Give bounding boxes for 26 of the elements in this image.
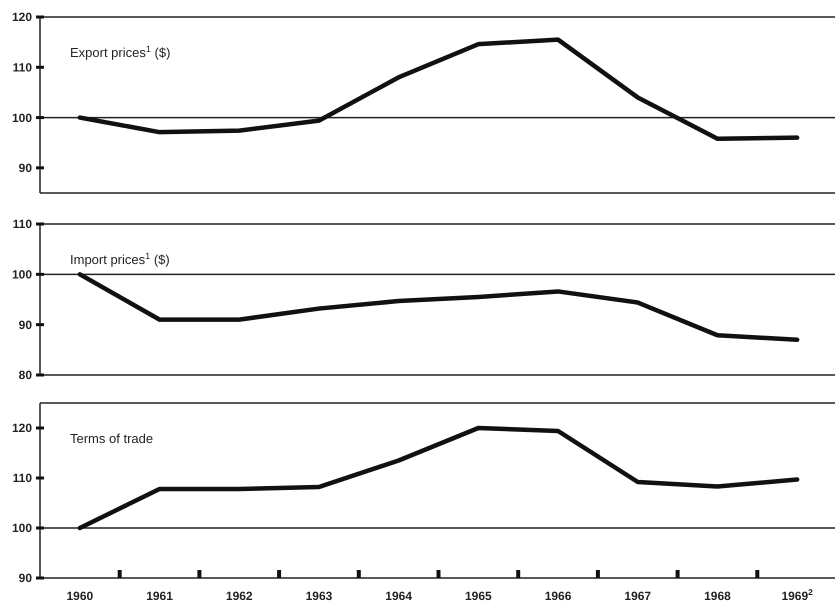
text: Import prices$^{1}$ ($): [70, 251, 170, 267]
x-tick-label: 1966: [544, 589, 572, 603]
x-tick-label: 1964: [385, 589, 412, 603]
x-tick-label: 1967: [624, 589, 652, 603]
text: Export prices$^{1}$ ($): [70, 44, 170, 60]
y-tick-label: 100: [12, 268, 32, 282]
y-tick-label: 100: [12, 521, 32, 536]
line-series: [78, 272, 800, 342]
y-tick-label: 110: [12, 471, 32, 486]
y-tick-label: 110: [12, 217, 32, 232]
y-tick-label: 90: [18, 318, 32, 332]
y-tick-label: 90: [18, 571, 32, 586]
x-tick-label: 1965: [465, 589, 492, 603]
y-tick-label: 120: [12, 421, 32, 436]
x-tick-label: 1968: [704, 589, 732, 603]
y-tick-label: 110: [12, 60, 32, 74]
y-tick-label: 80: [18, 368, 32, 382]
x-tick-label: 1969$^{2}$: [781, 587, 814, 603]
text: Terms of trade: [70, 431, 154, 446]
x-tick-label: 1963: [306, 589, 333, 603]
y-tick-label: 120: [12, 10, 32, 24]
x-tick-label: 1960: [66, 589, 94, 603]
x-tick-label: 1961: [146, 589, 174, 603]
y-tick-label: 100: [12, 110, 32, 125]
y-tick-label: 90: [18, 161, 32, 176]
x-tick-label: 1962: [226, 589, 253, 603]
